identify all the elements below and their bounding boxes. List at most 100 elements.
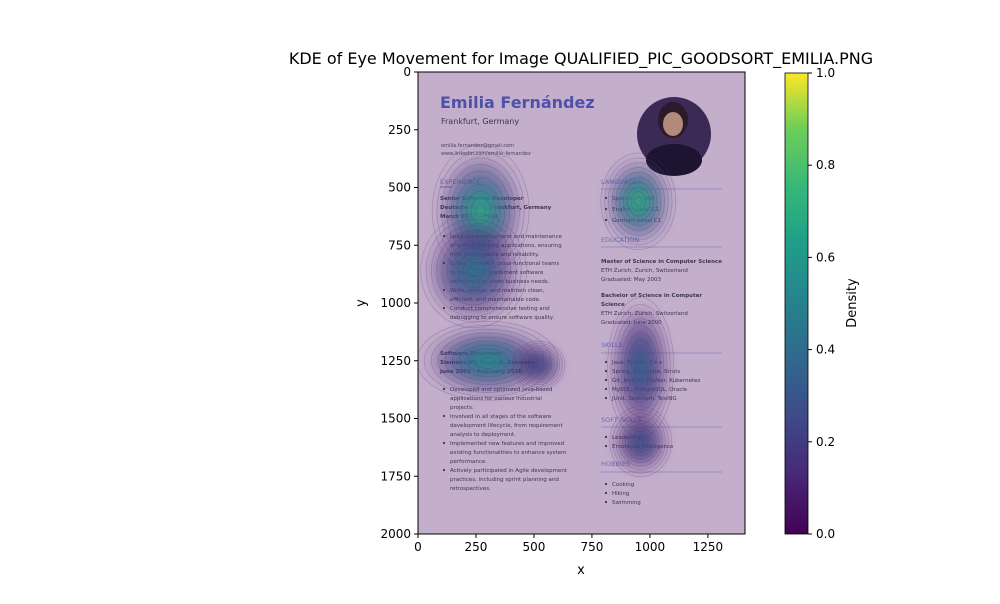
kde-contour — [511, 340, 566, 390]
kde-contour — [425, 219, 522, 323]
list-item: Actively participated in Agile developme… — [450, 468, 568, 474]
kde-contour — [630, 191, 647, 212]
colorbar-tick-label: 1.0 — [816, 66, 835, 80]
kde-contour — [444, 336, 531, 385]
y-tick-label: 1500 — [380, 412, 411, 426]
bullet-dot — [604, 378, 608, 382]
education-degree: Science — [601, 302, 625, 308]
kde-peak-0-layer — [475, 203, 486, 218]
kde-contour — [615, 413, 666, 470]
kde-contour — [627, 339, 655, 397]
x-axis: 0 250 500 750 1000 1250 — [414, 534, 723, 554]
kde-contour — [525, 353, 553, 378]
kde-contour — [637, 360, 645, 376]
kde-peak-5-layer — [637, 437, 644, 446]
kde-contour — [460, 183, 501, 238]
colorbar-tick-label: 0.0 — [816, 527, 835, 541]
kde-contour — [480, 356, 495, 366]
y-axis-label: y — [354, 299, 369, 307]
x-tick-label: 1250 — [693, 540, 724, 554]
kde-contour — [630, 346, 651, 390]
list-item: Hiking — [612, 491, 629, 497]
kde-contour — [431, 224, 517, 317]
kde-contour — [446, 164, 515, 257]
kde-contour — [452, 247, 496, 294]
kde-contour — [624, 423, 657, 460]
resume-email: emilia.fernandez@gmail.com — [441, 143, 514, 149]
list-item: Cooking — [612, 482, 634, 488]
kde-contour — [607, 297, 674, 439]
kde-contour — [423, 324, 552, 397]
kde-contour — [617, 318, 665, 418]
chart-title: KDE of Eye Movement for Image QUALIFIED_… — [289, 49, 873, 69]
kde-contour — [613, 311, 668, 425]
list-item: analysis to deployment. — [450, 432, 516, 438]
education-school: ETH Zurich, Zurich, Switzerland — [601, 268, 688, 274]
list-item: development lifecycle, from requirement — [450, 423, 563, 429]
kde-contour — [533, 360, 545, 371]
y-tick-label: 1250 — [380, 354, 411, 368]
bullet-dot — [604, 196, 608, 200]
kde-contour — [436, 230, 511, 311]
kde-contour — [470, 197, 491, 225]
kde-contour — [468, 264, 480, 277]
kde-contour — [436, 151, 525, 271]
heading-education: EDUCATION — [601, 236, 639, 244]
kde-contour — [530, 357, 547, 373]
list-item: projects. — [450, 405, 474, 411]
bullet-dot — [442, 306, 446, 310]
kde-contour — [456, 177, 506, 244]
list-item: practices, including sprint planning and — [450, 477, 559, 483]
bullet-dot — [604, 444, 608, 448]
heading-hobbies: HOBBIES — [601, 460, 630, 468]
kde-contour — [465, 190, 496, 231]
kde-contour — [634, 196, 643, 207]
heading-skills: SKILLS — [601, 341, 623, 349]
y-axis: 0 250 500 750 1000 1250 1500 1750 2000 — [380, 65, 418, 541]
kde-contour — [522, 350, 555, 381]
heading-soft-skills: SOFT SKILLS — [601, 416, 642, 424]
kde-contour — [451, 170, 510, 251]
bullet-dot — [604, 387, 608, 391]
kde-contour — [452, 340, 524, 381]
kde-contour — [441, 157, 520, 264]
hobbies-list: Cooking Hiking Swimming — [604, 482, 641, 506]
kde-contour — [475, 203, 486, 218]
colorbar-tick-label: 0.8 — [816, 158, 835, 172]
kde-contour — [420, 213, 527, 329]
kde-contour — [608, 162, 669, 241]
colorbar-tick-label: 0.6 — [816, 250, 835, 264]
bullet-dot — [442, 441, 446, 445]
colorbar-ticks: 0.0 0.2 0.4 0.6 0.8 1.0 — [808, 66, 835, 541]
bullet-dot — [604, 396, 608, 400]
kde-contour — [535, 362, 542, 369]
bullet-dot — [604, 500, 608, 504]
kde-contour — [618, 416, 663, 467]
kde-contour — [637, 437, 645, 446]
x-tick-label: 0 — [414, 540, 422, 554]
kde-contour — [527, 355, 550, 376]
kde-contour — [430, 328, 545, 393]
kde-contour — [619, 176, 658, 226]
y-tick-label: 0 — [403, 65, 411, 79]
bullet-dot — [604, 218, 608, 222]
kde-contour — [446, 241, 501, 300]
bullet-dot — [442, 468, 446, 472]
kde-contour-lines — [418, 144, 677, 478]
bullet-dot — [604, 369, 608, 373]
list-item: Implemented new features and improved — [450, 441, 564, 447]
kde-contour — [609, 406, 672, 478]
kde-contour — [514, 343, 563, 388]
y-tick-label: 250 — [388, 123, 411, 137]
kde-contour — [612, 409, 669, 474]
y-tick-label: 2000 — [380, 527, 411, 541]
y-tick-label: 500 — [388, 181, 411, 195]
list-item: performance. — [450, 459, 487, 465]
education-degree: Bachelor of Science in Computer — [601, 293, 702, 299]
kde-peak-3-layer — [480, 356, 495, 365]
kde-peak-4-layer — [637, 360, 645, 376]
kde-contour — [610, 304, 671, 432]
kde-contour — [441, 236, 506, 306]
list-item: Involved in all stages of the software — [450, 414, 552, 420]
